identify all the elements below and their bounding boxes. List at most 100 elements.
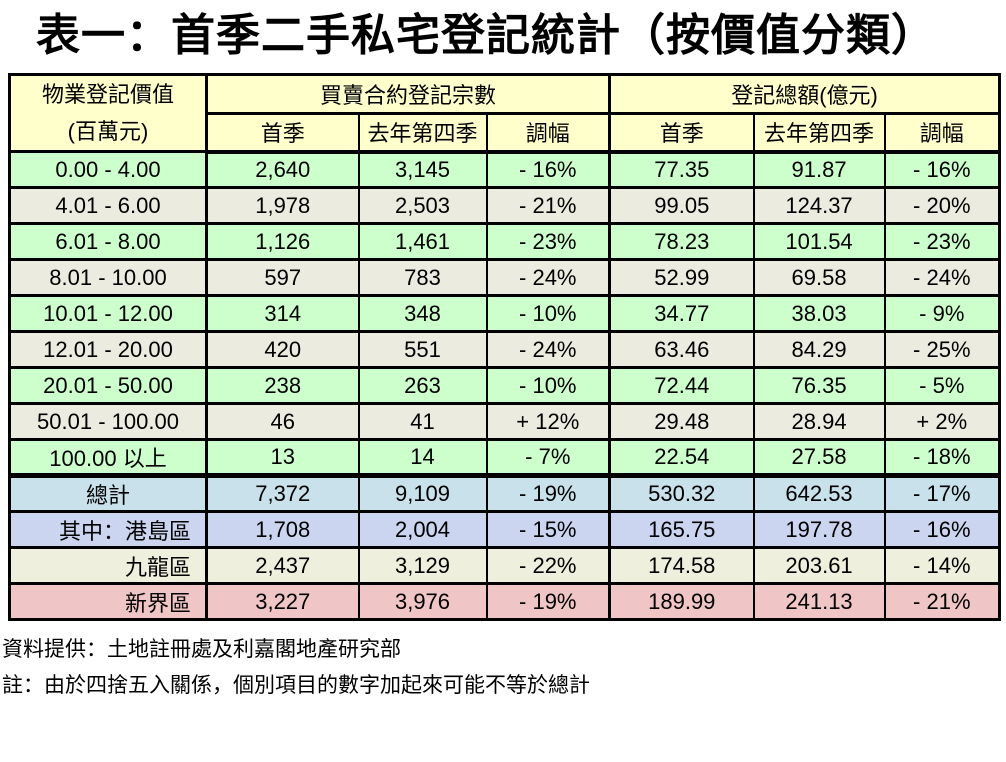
table-cell: 76.35 [752,366,886,406]
table-cell: 2,004 [357,510,488,550]
row-label: 其中：港島區 [8,510,208,550]
table-cell: 9,109 [357,473,488,514]
table-cell: - 23% [883,222,1001,262]
table-cell: - 19% [485,582,611,622]
header-property-value: 物業登記價值 (百萬元) [8,73,208,153]
table-cell: 124.37 [752,186,886,226]
table-cell: - 7% [485,438,611,478]
table-cell: 7,372 [205,473,360,514]
header-sub-row: 首季 去年第四季 調幅 首季 去年第四季 調幅 [10,111,1001,154]
table-cell: - 21% [883,582,1001,622]
table-cell: 203.61 [752,546,886,586]
table-cell: 197.78 [752,510,886,550]
table-row: 12.01 - 20.00 420 551- 24% 63.46 84.29- 25% [8,330,1001,370]
table-cell: 263 [357,366,488,406]
table-cell: 84.29 [752,330,886,370]
table-row: 8.01 - 10.00 597 783- 24% 52.99 69.58- 24% [8,258,1001,298]
table-cell: 238 [205,366,360,406]
table-cell: 597 [205,258,360,298]
table-cell: 27.58 [752,438,886,478]
header-group-row: 物業登記價值 (百萬元) 買賣合約登記宗數 登記總額(億元) [8,73,1001,153]
row-label: 100.00 以上 [8,438,208,478]
table-cell: 314 [205,294,360,334]
table-cell: 46 [205,402,360,442]
row-label: 總計 [8,473,208,514]
table-cell: 34.77 [608,294,755,334]
table-cell: 28.94 [752,402,886,442]
table-cell: 41 [357,402,488,442]
table-row: 4.01 - 6.00 1,978 2,503- 21% 99.05 124.37- 2… [8,186,1001,226]
table-header: 物業登記價值 (百萬元) 買賣合約登記宗數 登記總額(億元) 首季 去年第四季 … [8,73,1001,154]
table-cell: - 10% [485,366,611,406]
table-cell: 3,227 [205,582,360,622]
table-cell: - 14% [883,546,1001,586]
table-cell: - 16% [883,150,1001,190]
table-cell: 2,640 [205,150,360,190]
table-cell: 22.54 [608,438,755,478]
table-cell: 530.32 [608,473,755,514]
row-label: 10.01 - 12.00 [8,294,208,334]
page-title: 表一：首季二手私宅登記統計（按價值分類） [36,11,936,60]
table-cell: 165.75 [608,510,755,550]
table-cell: 29.48 [608,402,755,442]
header-property-value-line2: (百萬元) [67,119,149,145]
table-cell: 3,145 [357,150,488,190]
table-cell: - 21% [485,186,611,226]
table-cell: - 9% [883,294,1001,334]
header-change-amount: 調幅 [883,111,1001,154]
table-cell: 2,503 [357,186,488,226]
table-cell: - 24% [883,258,1001,298]
table-cell: - 17% [883,473,1001,514]
table-cell: 1,708 [205,510,360,550]
header-q4-amount: 去年第四季 [752,111,886,154]
table-row: 20.01 - 50.00 238 263- 10% 72.44 76.35- 5% [8,366,1001,406]
table-cell: 420 [205,330,360,370]
table-row: 10.01 - 12.00 314 348- 10% 34.77 38.03- 9% [8,294,1001,334]
table-cell: - 5% [883,366,1001,406]
table-row: 九龍區 2,437 3,129- 22% 174.58 203.61- 14% [8,546,1001,586]
row-label: 6.01 - 8.00 [8,222,208,262]
table-cell: 3,129 [357,546,488,586]
table-cell: 52.99 [608,258,755,298]
table-cell: 72.44 [608,366,755,406]
table-cell: 551 [357,330,488,370]
table-cell: 78.23 [608,222,755,262]
table-cell: 174.58 [608,546,755,586]
table-cell: 783 [357,258,488,298]
header-group-contracts: 買賣合約登記宗數 [204,73,611,115]
row-label: 新界區 [8,582,208,622]
table-cell: 348 [357,294,488,334]
header-q4-contracts: 去年第四季 [357,111,488,154]
row-label: 0.00 - 4.00 [8,150,208,190]
table-cell: - 25% [883,330,1001,370]
table-cell: 1,461 [357,222,488,262]
table-cell: - 24% [485,330,611,370]
table-cell: - 22% [485,546,611,586]
table-cell: 91.87 [752,150,886,190]
table-cell: 189.99 [608,582,755,622]
table-cell: 642.53 [752,473,886,514]
table-cell: 99.05 [608,186,755,226]
table-cell: - 16% [883,510,1001,550]
registrations-by-value-table: 物業登記價值 (百萬元) 買賣合約登記宗數 登記總額(億元) 首季 去年第四季 … [8,73,1002,622]
table-cell: 69.58 [752,258,886,298]
table-row: 50.01 - 100.00 46 41 + 12% 29.48 28.94 + 2% [8,402,1001,442]
table-cell: 101.54 [752,222,886,262]
row-label: 20.01 - 50.00 [8,366,208,406]
table-cell: - 18% [883,438,1001,478]
table-cell: 63.46 [608,330,755,370]
table-cell: 3,976 [357,582,488,622]
table-cell: 38.03 [752,294,886,334]
table-row: 6.01 - 8.00 1,126 1,461- 23% 78.23 101.54- 2… [8,222,1001,262]
row-label: 50.01 - 100.00 [8,402,208,442]
row-label: 4.01 - 6.00 [8,186,208,226]
table-cell: 2,437 [205,546,360,586]
table-cell: 13 [205,438,360,478]
table-row: 0.00 - 4.00 2,640 3,145- 16% 77.35 91.87- 16… [8,150,1001,190]
table-cell: 241.13 [752,582,886,622]
table-row: 其中：港島區 1,708 2,004- 15% 165.75 197.78- 16% [8,510,1001,550]
table-cell: - 15% [485,510,611,550]
header-property-value-line1: 物業登記價值 [41,82,174,108]
header-change-contracts: 調幅 [485,111,611,154]
row-label: 九龍區 [8,546,208,586]
